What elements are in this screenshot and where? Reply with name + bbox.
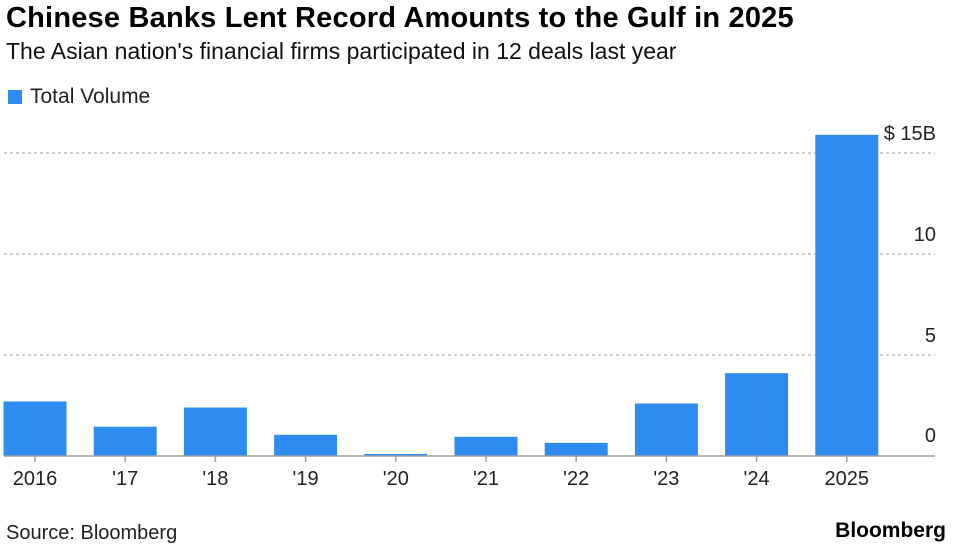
bloomberg-logo: Bloomberg [835,519,946,542]
x-tick-label: '22 [563,468,589,490]
bar [815,134,879,456]
y-tick-label: 10 [914,224,936,246]
x-tick-label: '19 [293,468,319,490]
bar [364,453,428,456]
axes: 0 5 10 $ 15B 2016 '17 '18 '19 '20 '21 '22 '23 '24 202… [4,123,936,490]
legend-label: Total Volume [30,85,151,108]
x-tick-label: '21 [473,468,499,490]
grid-lines [4,152,935,356]
bar [544,442,608,456]
chart-title: Chinese Banks Lent Record Amounts to the… [6,2,794,34]
bar [725,373,789,456]
y-tick-label: 0 [925,425,936,447]
x-tick-label: '24 [744,468,770,490]
bar [183,407,247,456]
x-tick-label: '17 [112,468,138,490]
bars [3,134,879,456]
y-tick-label: 5 [925,325,936,347]
x-tick-label: 2025 [825,468,870,490]
bar [93,426,157,456]
source-note: Source: Bloomberg [6,522,178,544]
bar [634,403,698,456]
legend: Total Volume [8,85,150,109]
bar [454,436,518,456]
x-tick-label: 2016 [13,468,58,490]
x-tick-label: '20 [383,468,409,490]
x-tick-label: '23 [653,468,679,490]
bar [274,434,338,456]
bar [3,401,67,456]
chart-subtitle: The Asian nation's financial firms parti… [6,38,677,64]
legend-swatch [8,90,22,104]
x-tick-label: '18 [202,468,228,490]
y-tick-label: $ 15B [884,123,936,145]
